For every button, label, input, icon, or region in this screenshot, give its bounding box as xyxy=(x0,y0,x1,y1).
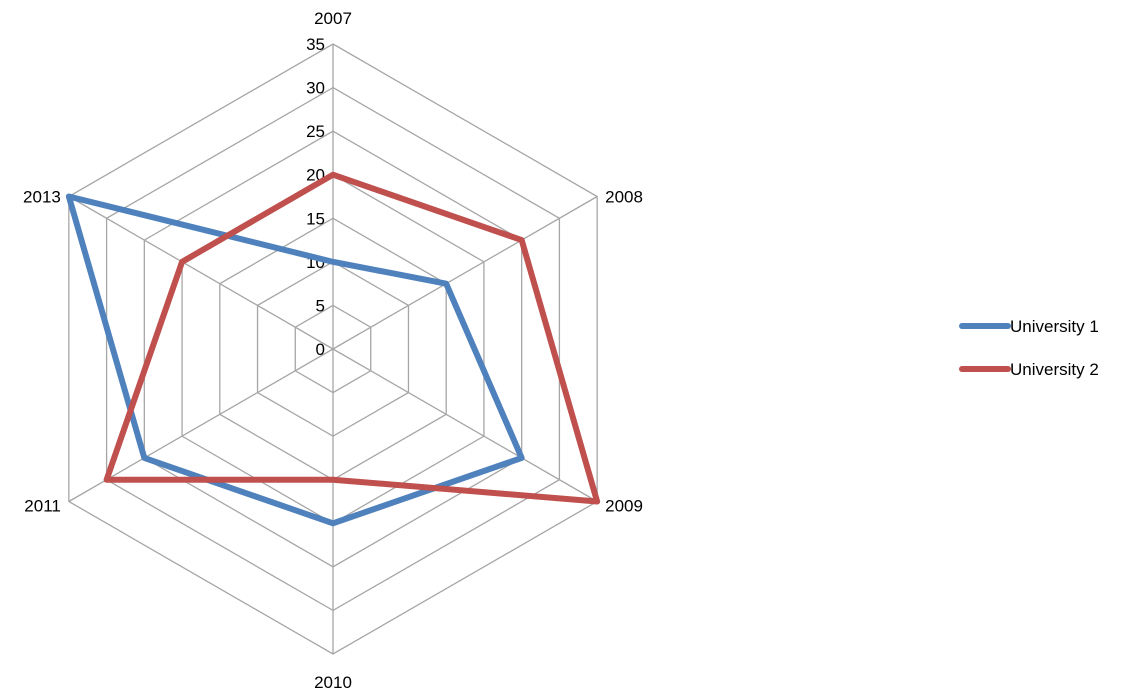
category-labels: 2007 2008 2009 2010 2011 2013 xyxy=(23,9,643,692)
legend-entry-university-1[interactable]: University 1 xyxy=(959,317,1099,336)
category-label-2008: 2008 xyxy=(605,188,643,207)
category-label-2013: 2013 xyxy=(23,188,61,207)
legend-label: University 2 xyxy=(1010,360,1099,379)
tick-label: 25 xyxy=(306,122,325,141)
tick-label: 0 xyxy=(316,340,325,359)
series-line-university-1 xyxy=(65,193,525,527)
category-label-2009: 2009 xyxy=(605,497,643,516)
grid-spoke-2008 xyxy=(332,195,598,350)
tick-label: 30 xyxy=(306,79,325,98)
grid-spoke-2009 xyxy=(332,348,598,503)
legend: University 1 University 2 xyxy=(959,317,1099,379)
tick-label: 35 xyxy=(306,35,325,54)
legend-label: University 1 xyxy=(1010,317,1099,336)
grid-spoke-2011 xyxy=(68,348,334,503)
radar-grid xyxy=(68,43,598,655)
grid-spoke-2013 xyxy=(68,195,334,350)
category-label-2010: 2010 xyxy=(314,673,352,692)
tick-label: 15 xyxy=(306,209,325,228)
series-line-university-2 xyxy=(103,171,601,505)
legend-entry-university-2[interactable]: University 2 xyxy=(959,360,1099,379)
category-label-2011: 2011 xyxy=(24,497,61,516)
tick-label: 5 xyxy=(316,296,325,315)
category-label-2007: 2007 xyxy=(314,9,352,28)
series-layer xyxy=(65,171,601,527)
